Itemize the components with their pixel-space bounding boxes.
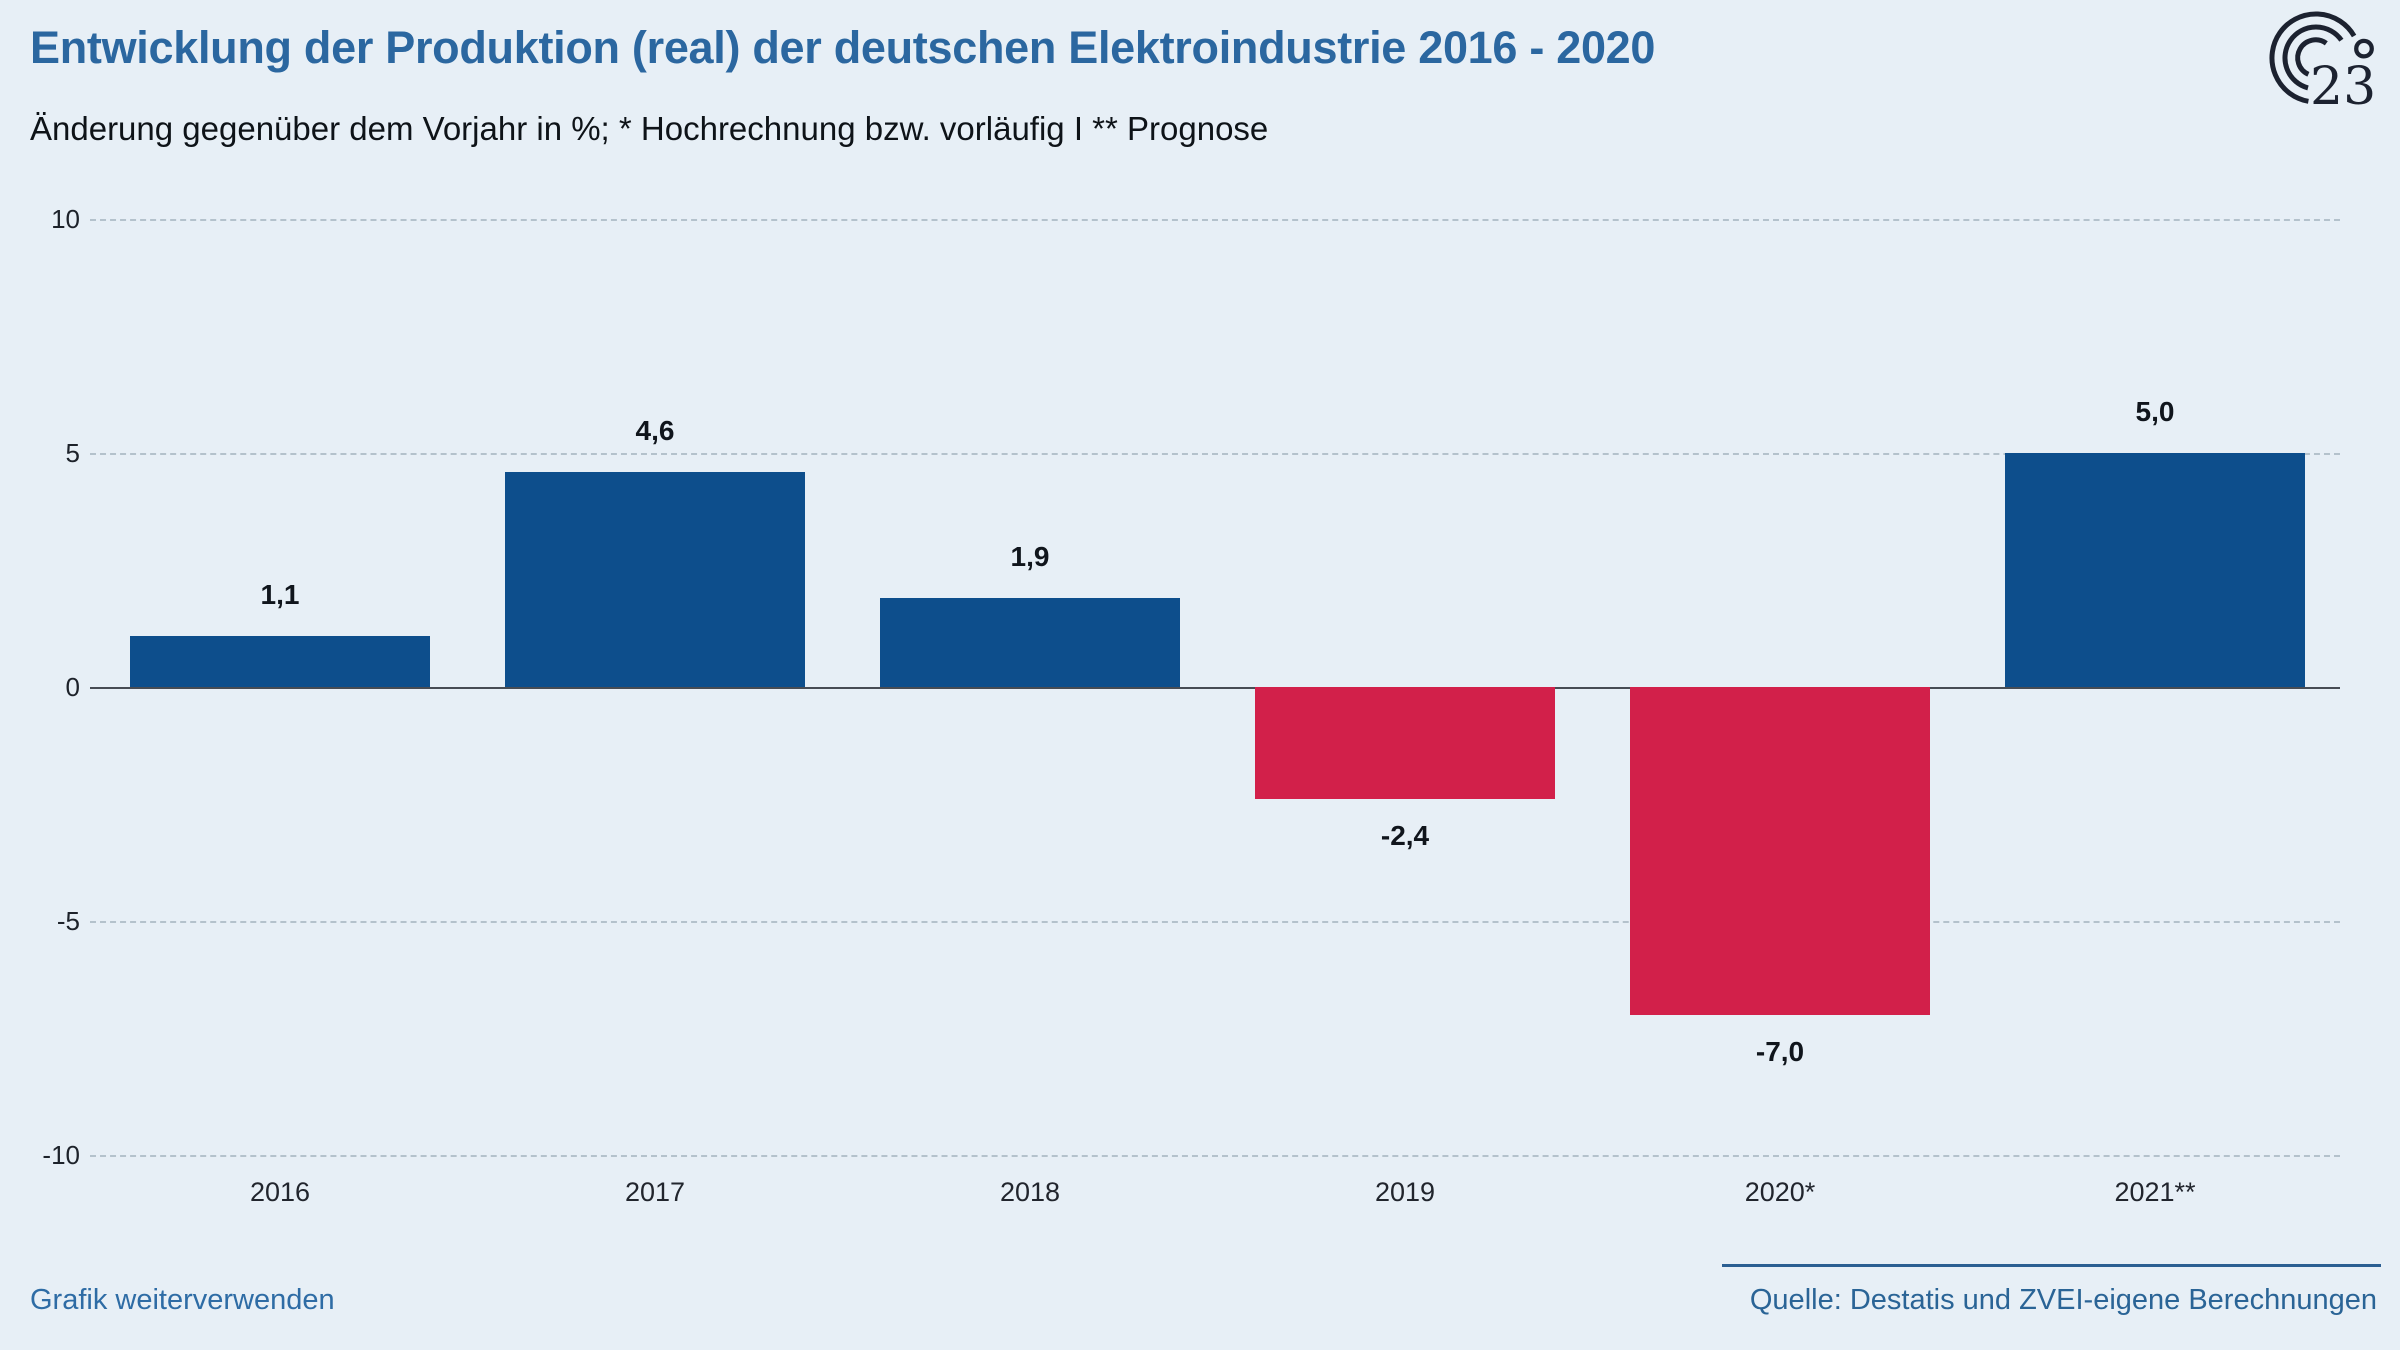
gridline-10 <box>90 219 2340 221</box>
zero-axis-line <box>90 687 2340 689</box>
y-tick-label--10: -10 <box>42 1140 80 1170</box>
x-axis-label-2019: 2019 <box>1374 1177 1436 1207</box>
bar-value-label-2017: 4,6 <box>635 414 675 446</box>
x-axis-label-2017: 2017 <box>624 1177 686 1207</box>
bar-value-label-2021**: 5,0 <box>2135 396 2175 427</box>
y-tick-label--5: -5 <box>56 906 80 936</box>
y-tick-label-0: 0 <box>65 672 80 702</box>
source-attribution: Quelle: Destatis und ZVEI-eigene Berechn… <box>1749 1284 2377 1316</box>
bar-2020*[interactable] <box>1630 687 1930 1015</box>
x-axis-label-2018: 2018 <box>999 1177 1061 1207</box>
x-axis-label-2016: 2016 <box>249 1177 311 1207</box>
y-tick-label-10: 10 <box>51 204 80 234</box>
logo-arc-outer <box>2269 11 2357 104</box>
x-axis-label-2020*: 2020* <box>1744 1177 1816 1207</box>
bar-2016[interactable] <box>130 635 430 687</box>
x-axis-label-2021**: 2021** <box>2114 1177 2196 1207</box>
reuse-graphic-link[interactable]: Grafik weiterverwenden <box>30 1284 335 1316</box>
arcs-logo-icon: 23 ° <box>2269 11 2380 117</box>
gridline--5 <box>90 921 2340 923</box>
source-divider-line <box>1722 1264 2381 1267</box>
chart-title: Entwicklung der Produktion (real) der de… <box>30 22 1656 73</box>
bar-value-label-2019: -2,4 <box>1380 820 1430 852</box>
bar-2017[interactable] <box>505 471 805 687</box>
logo-number: 23 <box>2310 57 2376 117</box>
bar-2019[interactable] <box>1255 687 1555 800</box>
bar-value-label-2020*: -7,0 <box>1755 1035 1805 1067</box>
bar-value-label-2016: 1,1 <box>260 578 300 610</box>
logo-degree-icon: ° <box>2348 28 2380 102</box>
bar-2021**[interactable] <box>2005 453 2305 687</box>
logo-arc-inner <box>2295 37 2328 77</box>
chart-subtitle: Änderung gegenüber dem Vorjahr in %; * H… <box>30 110 1269 147</box>
bar-2018[interactable] <box>880 598 1180 687</box>
logo-arc-middle <box>2282 24 2344 91</box>
brand-logo-link[interactable]: 23 ° <box>2266 8 2392 118</box>
gridline-5 <box>90 453 2340 455</box>
y-tick-label-5: 5 <box>65 438 80 468</box>
gridline--10 <box>90 1155 2340 1157</box>
bar-chart-plot-area: 10 5 0 -5 -10 1,1 2016 4,6 2017 1,9 2018 -2,4 2019 -7… <box>42 204 2340 1207</box>
bar-value-label-2018: 1,9 <box>1010 541 1050 573</box>
